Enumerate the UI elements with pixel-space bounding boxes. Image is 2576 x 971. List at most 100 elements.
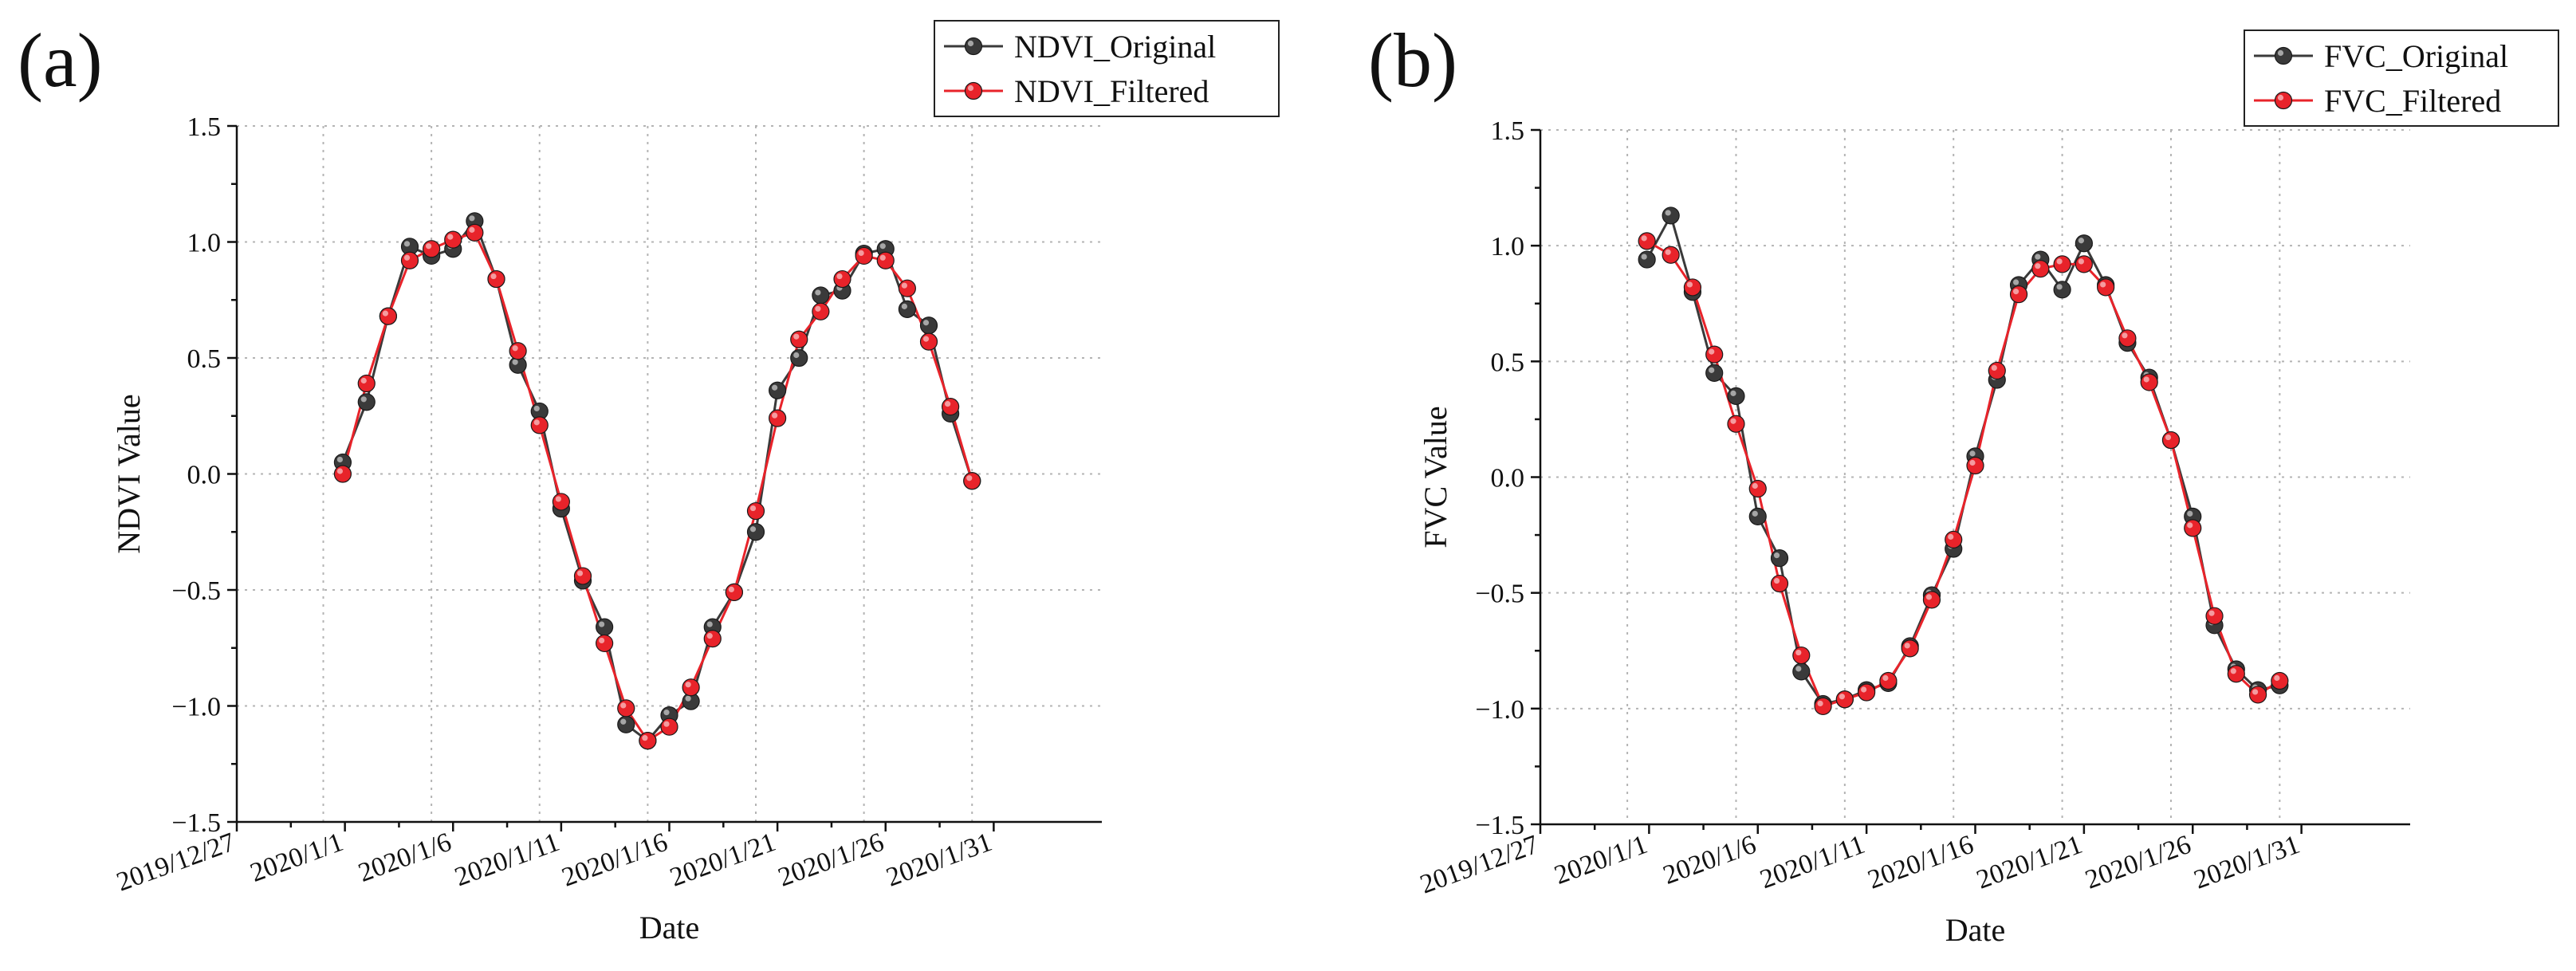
- y-tick-label: −0.5: [171, 576, 221, 606]
- data-point-ndvi-filtered: [400, 251, 419, 269]
- data-point-fvc-filtered: [1662, 246, 1680, 264]
- data-point-ndvi-filtered: [530, 416, 549, 434]
- data-point-fvc-filtered: [1922, 591, 1941, 609]
- legend-marker: [2274, 46, 2293, 65]
- x-tick-label: 2020/1/6: [1659, 830, 1760, 890]
- data-point-fvc-filtered: [2053, 255, 2071, 273]
- y-axis-title: NDVI Value: [111, 394, 147, 553]
- data-point-fvc-filtered: [2161, 430, 2181, 450]
- x-axis-title: Date: [1945, 912, 2006, 948]
- data-point-ndvi-filtered: [769, 409, 787, 427]
- x-tick-label: 2020/1/16: [558, 828, 671, 893]
- data-point-ndvi-original: [530, 402, 549, 421]
- data-point-fvc-original: [2075, 234, 2093, 253]
- x-tick-label: 2020/1/1: [1551, 830, 1651, 890]
- x-tick-label: 2020/1/6: [355, 828, 455, 888]
- data-point-ndvi-filtered: [963, 472, 981, 490]
- data-point-ndvi-filtered: [509, 342, 527, 360]
- data-point-fvc-filtered: [1792, 646, 1811, 665]
- y-tick-label: 1.0: [1491, 232, 1525, 261]
- x-axis-title: Date: [639, 910, 700, 945]
- data-point-ndvi-original: [596, 618, 614, 636]
- x-tick-label: 2020/1/16: [1864, 830, 1977, 895]
- data-point-fvc-original: [1727, 387, 1745, 405]
- y-tick-label: −1.5: [171, 808, 221, 838]
- data-point-ndvi-filtered: [552, 493, 570, 511]
- data-point-ndvi-filtered: [596, 634, 614, 653]
- data-point-ndvi-original: [769, 381, 787, 399]
- data-point-ndvi-filtered: [639, 732, 657, 750]
- y-tick-label: 0.5: [187, 344, 222, 374]
- data-point-ndvi-filtered: [357, 374, 376, 393]
- data-point-ndvi-filtered: [487, 269, 505, 289]
- data-point-fvc-original: [1770, 549, 1789, 568]
- data-point-fvc-original: [1638, 250, 1656, 269]
- data-point-fvc-filtered: [2184, 519, 2202, 537]
- data-point-ndvi-filtered: [423, 240, 441, 258]
- x-tick-label: 2020/1/1: [246, 828, 347, 888]
- legend-box: [2244, 29, 2559, 127]
- data-point-ndvi-original: [746, 523, 765, 541]
- x-tick-label: 2020/1/21: [1972, 830, 2086, 895]
- data-point-ndvi-filtered: [746, 501, 765, 521]
- data-point-fvc-filtered: [2248, 686, 2267, 704]
- data-point-ndvi-original: [790, 348, 808, 368]
- legend-marker: [964, 37, 983, 56]
- legend-label: NDVI_Original: [1014, 29, 1216, 65]
- data-point-fvc-filtered: [1835, 690, 1854, 709]
- data-point-fvc-filtered: [1770, 574, 1789, 593]
- data-point-ndvi-original: [898, 300, 916, 318]
- data-point-fvc-filtered: [2075, 255, 2093, 273]
- data-point-ndvi-filtered: [379, 307, 397, 325]
- data-point-fvc-filtered: [1966, 456, 1984, 475]
- y-tick-label: −0.5: [1475, 580, 1524, 609]
- data-point-ndvi-filtered: [682, 678, 700, 697]
- legend: FVC_Original FVC_Filtered: [2244, 29, 2559, 127]
- data-point-ndvi-filtered: [942, 398, 960, 416]
- data-point-fvc-filtered: [1727, 415, 1745, 433]
- legend-box: [934, 20, 1280, 117]
- x-tick-label: 2020/1/21: [667, 828, 780, 893]
- series-line-ndvi-original: [341, 219, 973, 742]
- panel-label: (a): [18, 18, 103, 103]
- data-point-fvc-filtered: [1858, 683, 1876, 702]
- legend-marker: [964, 81, 983, 100]
- y-axis-title: FVC Value: [1418, 406, 1453, 548]
- legend: NDVI_Original NDVI_Filtered: [934, 20, 1280, 117]
- data-point-ndvi-filtered: [617, 699, 635, 717]
- x-tick-label: 2020/1/31: [2190, 830, 2303, 895]
- data-point-fvc-original: [1705, 364, 1724, 382]
- legend-label: NDVI_Filtered: [1014, 73, 1209, 109]
- y-tick-label: −1.0: [171, 693, 221, 722]
- series-line-fvc-original: [1646, 214, 2280, 706]
- data-point-ndvi-filtered: [660, 717, 678, 736]
- x-tick-label: 2020/1/11: [451, 828, 564, 893]
- data-point-ndvi-filtered: [725, 583, 743, 602]
- legend-label: FVC_Filtered: [2324, 83, 2501, 119]
- data-point-fvc-filtered: [2205, 607, 2224, 625]
- y-tick-label: 0.5: [1491, 348, 1525, 377]
- data-point-fvc-original: [2053, 281, 2071, 299]
- data-point-fvc-filtered: [2140, 373, 2158, 391]
- x-tick-label: 2020/1/11: [1756, 830, 1869, 895]
- data-point-fvc-filtered: [1879, 671, 1898, 690]
- legend-marker: [2274, 91, 2293, 110]
- data-point-fvc-filtered: [2271, 671, 2289, 690]
- data-point-ndvi-filtered: [573, 567, 592, 585]
- x-tick-label: 2020/1/26: [2082, 830, 2195, 895]
- y-tick-label: −1.5: [1475, 811, 1524, 840]
- data-point-ndvi-original: [919, 316, 938, 335]
- data-point-fvc-filtered: [1748, 479, 1767, 498]
- data-point-fvc-original: [1662, 206, 1680, 225]
- data-point-ndvi-filtered: [466, 223, 484, 242]
- series-line-fvc-filtered: [1646, 240, 2281, 708]
- x-tick-label: 2020/1/31: [883, 828, 996, 893]
- data-point-fvc-filtered: [2009, 285, 2028, 304]
- y-tick-label: 0.0: [187, 461, 222, 490]
- data-point-fvc-filtered: [1901, 639, 1919, 658]
- data-point-ndvi-original: [812, 286, 830, 305]
- data-point-ndvi-filtered: [333, 465, 352, 483]
- data-point-fvc-filtered: [2097, 278, 2115, 297]
- data-point-fvc-original: [1748, 507, 1767, 525]
